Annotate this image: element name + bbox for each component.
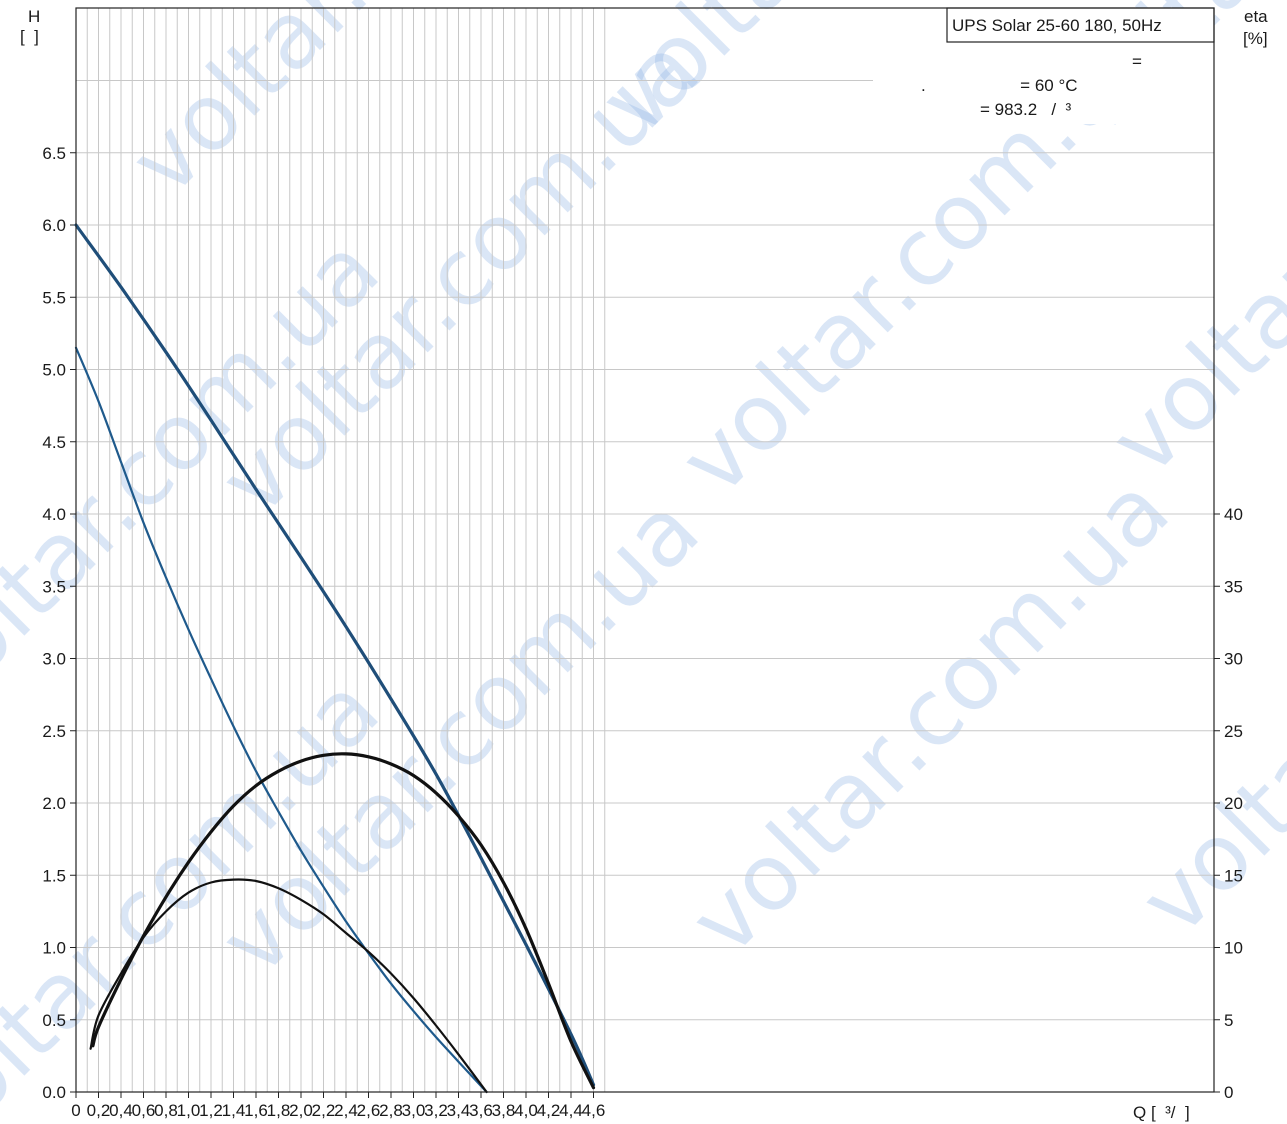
x-tick-label: 0,4 [109, 1101, 133, 1120]
right-axis-label-line-1: eta [1244, 7, 1268, 26]
info-panel [873, 42, 1214, 124]
right-y-tick-label: 25 [1224, 722, 1243, 741]
left-axis-label-line-1: H [28, 7, 40, 26]
chart-title: UPS Solar 25-60 180, 50Hz [952, 16, 1162, 35]
left-y-tick-label: 5.5 [42, 288, 66, 307]
efficiency-curve-min [89, 878, 488, 1094]
x-tick-label: 2,0 [289, 1101, 313, 1120]
tick-marks [70, 152, 1220, 1098]
x-tick-label: 4,0 [514, 1101, 538, 1120]
x-tick-label: 1,0 [177, 1101, 201, 1120]
left-y-tick-label: 6.5 [42, 144, 66, 163]
curves [74, 223, 596, 1094]
left-y-tick-label: 4.0 [42, 505, 66, 524]
right-y-tick-label: 10 [1224, 939, 1243, 958]
right-y-tick-labels: 0 5 10 15 20 25 30 35 40 [1224, 505, 1243, 1102]
left-y-tick-label: 2.5 [42, 722, 66, 741]
right-y-tick-label: 30 [1224, 650, 1243, 669]
x-tick-label: 4,4 [559, 1101, 583, 1120]
head-curve-max [74, 223, 596, 1087]
left-y-tick-label: 2.0 [42, 794, 66, 813]
info-line-1: = [1132, 52, 1142, 71]
right-y-tick-label: 40 [1224, 505, 1243, 524]
x-tick-label: 2,2 [312, 1101, 336, 1120]
x-tick-label: 3,2 [424, 1101, 448, 1120]
right-y-tick-label: 35 [1224, 577, 1243, 596]
x-tick-label: 3,4 [447, 1101, 471, 1120]
x-tick-label: 0,8 [154, 1101, 178, 1120]
efficiency-curve-max [91, 752, 596, 1090]
left-y-tick-label: 1.0 [42, 939, 66, 958]
left-y-tick-labels: 0.0 0.5 1.0 1.5 2.0 2.5 3.0 3.5 4.0 4.5 5.0 5.5 6.0 6… [42, 144, 66, 1102]
x-tick-label: 2,6 [357, 1101, 381, 1120]
x-tick-label: 0,6 [132, 1101, 156, 1120]
left-y-tick-label: 5.0 [42, 361, 66, 380]
x-axis-label: Q [ ³/ ] [1133, 1103, 1190, 1122]
plot-frame [75, 7, 1215, 1093]
left-axis-label-line-2: [ ] [20, 27, 39, 46]
left-y-tick-label: 6.0 [42, 216, 66, 235]
right-y-tick-label: 15 [1224, 866, 1243, 885]
x-tick-label: 0 [71, 1101, 80, 1120]
left-y-tick-label: 1.5 [42, 866, 66, 885]
x-tick-label: 4,6 [582, 1101, 606, 1120]
x-tick-label: 1,6 [244, 1101, 268, 1120]
left-y-tick-label: 3.5 [42, 577, 66, 596]
head-curve-min [74, 346, 488, 1094]
info-line-3: = 983.2 / ³ [980, 100, 1072, 119]
x-tick-label: 3,8 [492, 1101, 516, 1120]
watermark-text: voltar.com.ua [670, 456, 1190, 976]
left-y-tick-label: 0.0 [42, 1083, 66, 1102]
x-tick-label: 3,0 [402, 1101, 426, 1120]
x-tick-label: 3,6 [469, 1101, 493, 1120]
x-tick-label: 4,2 [537, 1101, 561, 1120]
right-y-tick-label: 0 [1224, 1083, 1233, 1102]
x-tick-label: 1,8 [267, 1101, 291, 1120]
x-tick-label: 2,8 [379, 1101, 403, 1120]
right-y-tick-label: 5 [1224, 1011, 1233, 1030]
x-tick-label: 1,2 [199, 1101, 223, 1120]
x-tick-label: 2,4 [334, 1101, 358, 1120]
left-y-tick-label: 0.5 [42, 1011, 66, 1030]
info-line-2: . = 60 °C [921, 76, 1078, 95]
x-tick-label: 1,4 [222, 1101, 246, 1120]
right-y-tick-label: 20 [1224, 794, 1243, 813]
right-axis-label-line-2: [%] [1243, 29, 1268, 48]
left-y-tick-label: 4.5 [42, 433, 66, 452]
x-tick-labels: 0 0,20,40,60,81,01,21,41,61,82,02,22,42,6… [71, 1101, 605, 1120]
left-y-tick-label: 3.0 [42, 650, 66, 669]
x-tick-label: 0,2 [87, 1101, 111, 1120]
